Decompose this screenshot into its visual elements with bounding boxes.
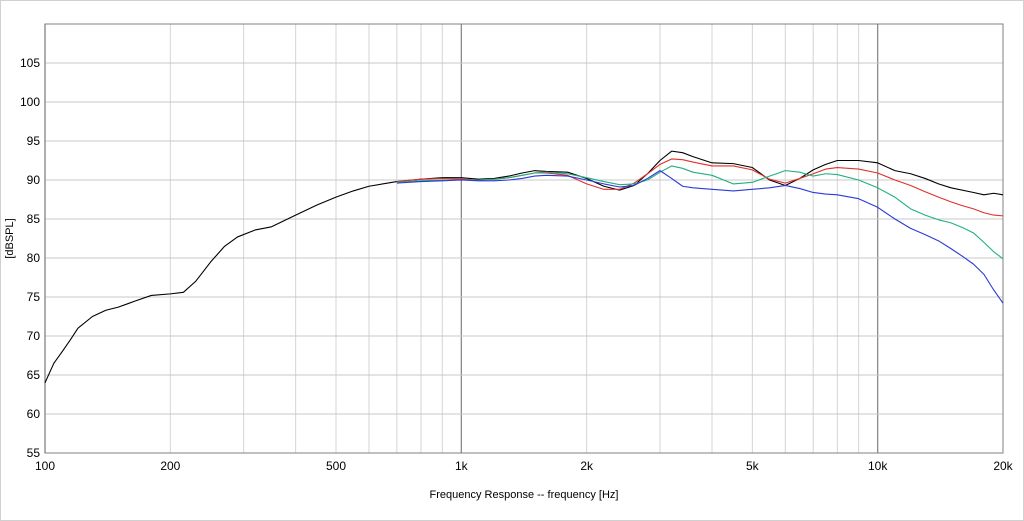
x-tick-label: 2k	[580, 459, 594, 473]
series-line-2	[396, 158, 1004, 217]
y-tick-label: 75	[27, 290, 41, 304]
series-line-1	[44, 150, 1004, 384]
y-tick-label: 85	[27, 212, 41, 226]
x-tick-label: 100	[35, 459, 55, 473]
y-tick-label: 55	[27, 446, 41, 460]
grid	[44, 24, 1004, 453]
x-tick-label: 5k	[746, 459, 760, 473]
x-tick-labels: 100 200 500 1k 2k 5k 10k 20k	[35, 459, 1014, 473]
y-tick-label: 60	[27, 407, 41, 421]
series-line-3	[396, 165, 1004, 260]
y-tick-label: 90	[27, 173, 41, 187]
y-tick-label: 95	[27, 134, 41, 148]
y-tick-label: 65	[27, 368, 41, 382]
y-axis-label: [dBSPL]	[4, 218, 16, 258]
y-tick-label: 80	[27, 251, 41, 265]
x-tick-label: 500	[326, 459, 346, 473]
x-tick-label: 1k	[455, 459, 469, 473]
x-tick-label: 10k	[868, 459, 888, 473]
series-group	[44, 150, 1004, 384]
y-tick-labels: 55 60 65 70 75 80 85 90 95 100 105	[20, 56, 40, 460]
x-axis-label: Frequency Response -- frequency [Hz]	[430, 489, 619, 501]
y-tick-label: 70	[27, 329, 41, 343]
y-tick-label: 100	[20, 95, 40, 109]
x-tick-label: 200	[160, 459, 180, 473]
series-line-4	[396, 170, 1004, 304]
y-tick-label: 105	[20, 56, 40, 70]
plot-border	[44, 23, 1004, 454]
x-tick-label: 20k	[993, 459, 1013, 473]
